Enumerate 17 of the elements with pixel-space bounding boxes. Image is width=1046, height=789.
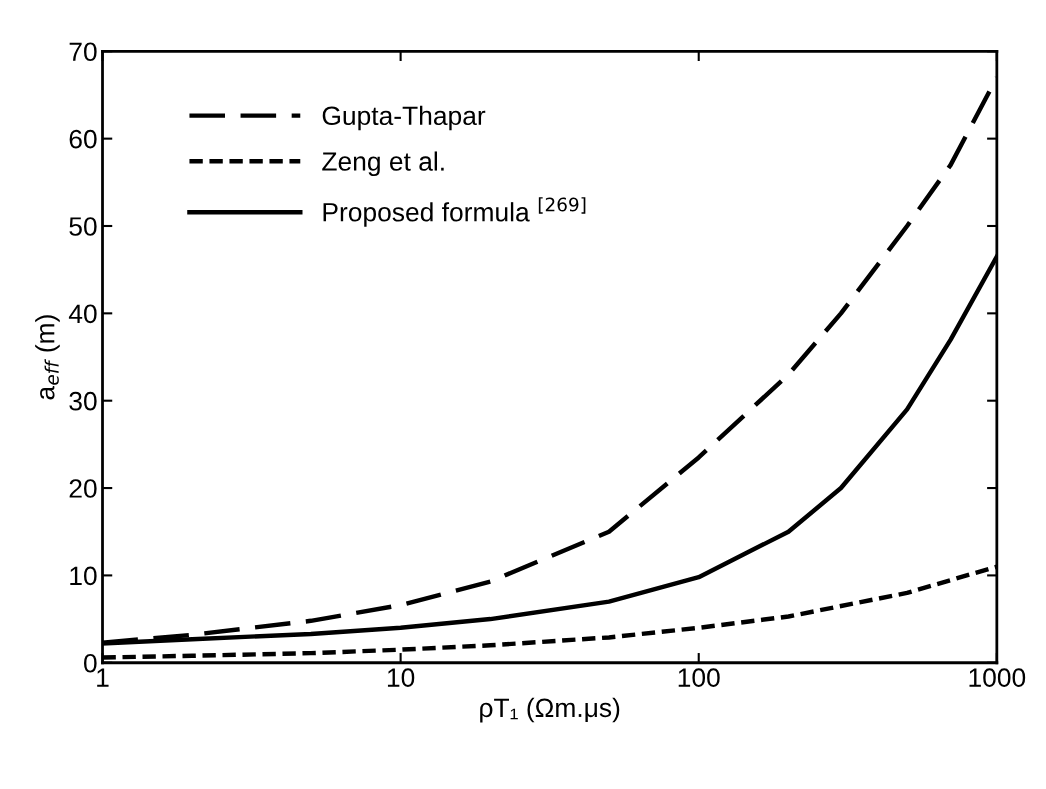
y-tick-label: 20 — [69, 479, 97, 498]
x-tick-label: 1 — [97, 668, 109, 687]
y-tick-label: 10 — [70, 566, 97, 586]
y-tick-label: 40 — [68, 304, 97, 324]
y-tick-label: 30 — [69, 391, 97, 411]
legend-label: Zeng et al. — [322, 151, 444, 177]
x-tick-label: 10 — [387, 668, 415, 687]
legend-label: Gupta-Thapar — [322, 105, 486, 131]
legend-label: Proposed formula $^{[269]}$ — [323, 197, 586, 227]
x-axis-title: ρT₁ (Ωm.μs) — [480, 697, 620, 723]
y-axis-title: a$_{eff}$ (m) — [35, 315, 60, 400]
y-tick-label: 0 — [84, 653, 97, 673]
y-tick-label: 60 — [69, 129, 97, 149]
x-tick-label: 1000 — [969, 668, 1026, 687]
y-tick-label: 50 — [69, 217, 97, 236]
x-tick-label: 100 — [678, 668, 720, 687]
y-tick-label: 70 — [69, 42, 97, 62]
